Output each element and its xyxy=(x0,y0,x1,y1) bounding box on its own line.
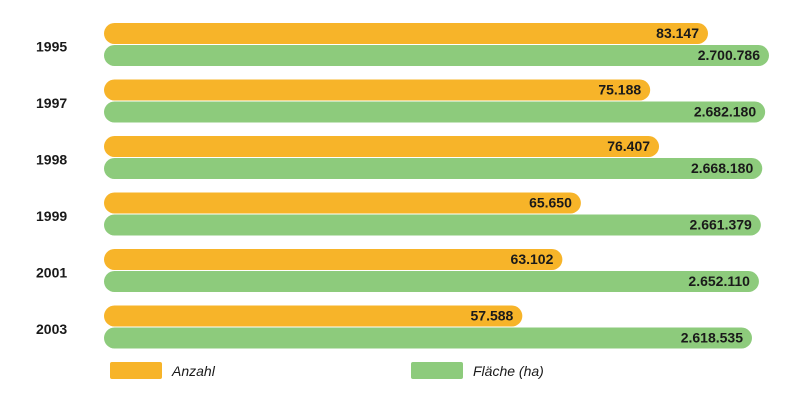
bar-flaeche xyxy=(104,158,763,179)
value-label-flaeche: 2.700.786 xyxy=(698,47,760,63)
bar-flaeche xyxy=(104,327,752,349)
bar-anzahl xyxy=(104,192,581,214)
value-label-anzahl: 57.588 xyxy=(471,308,514,324)
value-label-anzahl: 83.147 xyxy=(656,25,699,41)
year-label: 1995 xyxy=(36,39,67,55)
bar-anzahl xyxy=(104,249,563,270)
legend-item-flaeche: Fläche (ha) xyxy=(411,362,544,379)
bar-flaeche xyxy=(104,271,759,292)
year-label: 1999 xyxy=(36,208,67,224)
value-label-flaeche: 2.618.535 xyxy=(681,330,743,346)
legend-label-anzahl: Anzahl xyxy=(172,362,215,379)
value-label-flaeche: 2.668.180 xyxy=(691,160,753,176)
value-label-flaeche: 2.661.379 xyxy=(690,217,752,233)
legend: Anzahl Fläche (ha) xyxy=(0,362,800,392)
value-label-anzahl: 75.188 xyxy=(598,82,641,98)
legend-label-flaeche: Fläche (ha) xyxy=(473,362,544,379)
value-label-anzahl: 65.650 xyxy=(529,195,572,211)
bar-anzahl xyxy=(104,23,708,44)
bar-flaeche xyxy=(104,45,769,66)
legend-swatch-anzahl xyxy=(110,362,162,379)
bar-chart: 1995 83.147 2.700.786 1997 75.188 2.682.180 19… xyxy=(36,23,769,349)
value-label-anzahl: 63.102 xyxy=(511,251,554,267)
year-label: 2003 xyxy=(36,321,67,337)
bar-anzahl xyxy=(104,136,660,157)
bar-flaeche xyxy=(104,214,761,236)
year-label: 2001 xyxy=(36,265,67,281)
bar-anzahl xyxy=(104,79,651,101)
year-label: 1997 xyxy=(36,95,67,111)
legend-swatch-flaeche xyxy=(411,362,463,379)
bar-flaeche xyxy=(104,101,766,123)
value-label-anzahl: 76.407 xyxy=(607,138,650,154)
year-label: 1998 xyxy=(36,152,67,168)
value-label-flaeche: 2.652.110 xyxy=(688,273,750,289)
legend-item-anzahl: Anzahl xyxy=(110,362,215,379)
bar-anzahl xyxy=(104,305,523,327)
value-label-flaeche: 2.682.180 xyxy=(694,104,756,120)
